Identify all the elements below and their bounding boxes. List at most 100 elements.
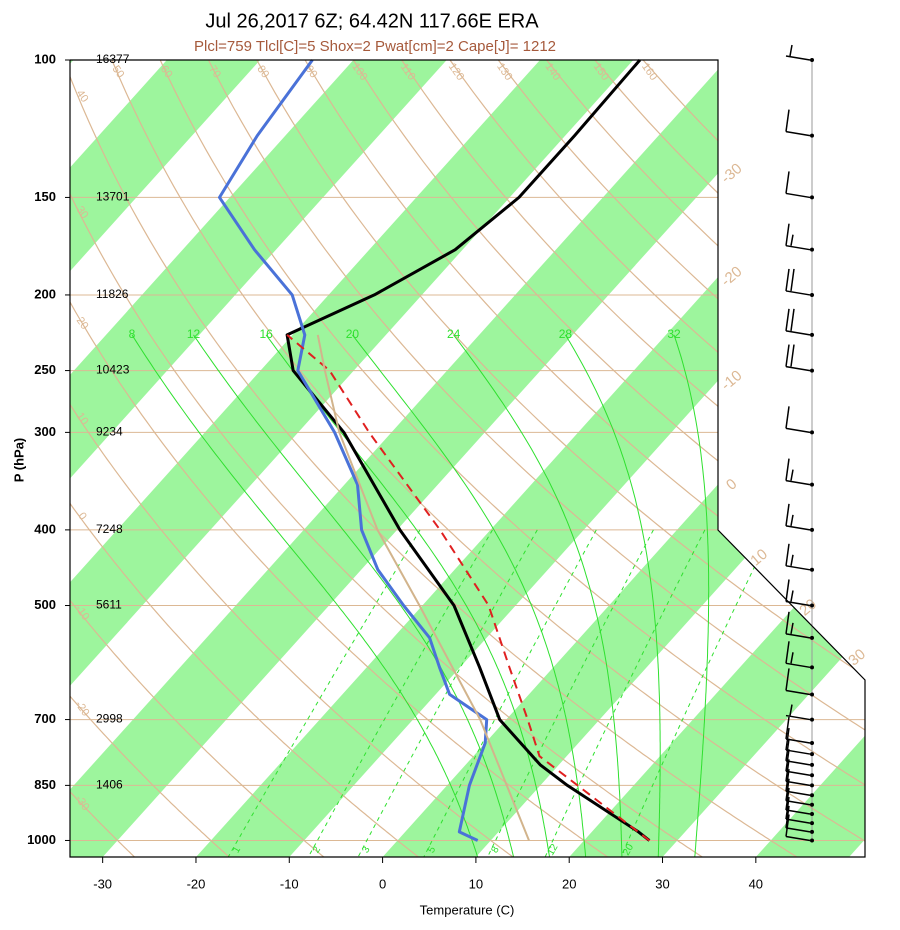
barb-full	[785, 543, 790, 566]
height-label: 13701	[96, 190, 130, 204]
moist-adiabat	[193, 334, 514, 857]
dry-adiabat-label: 0	[75, 510, 88, 522]
barb-staff	[785, 790, 811, 796]
wind-barb	[785, 503, 811, 531]
wind-barb	[785, 611, 811, 639]
dry-adiabat	[70, 60, 514, 857]
barb-half	[790, 469, 794, 481]
barb-full	[785, 579, 790, 602]
wind-barb	[785, 268, 811, 296]
wind-level-dot	[810, 195, 814, 200]
wind-barb	[785, 805, 811, 833]
wind-barb	[785, 668, 811, 696]
barb-full	[785, 759, 790, 782]
barb-staff	[785, 290, 811, 296]
moist-adiabat-label: 32	[667, 327, 681, 341]
wind-level-dot	[810, 802, 814, 807]
mixing-ratio-label: 3	[360, 844, 373, 855]
wind-barb	[785, 579, 811, 607]
x-tick-label: -10	[280, 876, 299, 891]
dry-adiabat-label: 10	[74, 410, 91, 427]
wind-level-dot	[810, 665, 814, 670]
x-tick-label: 40	[749, 876, 763, 891]
mixing-ratio-line	[620, 529, 773, 857]
dry-adiabat	[352, 60, 865, 857]
mixing-ratio-label: 1	[231, 844, 244, 855]
x-tick-label: 10	[469, 876, 483, 891]
barb-full	[785, 668, 790, 691]
barb-full	[785, 503, 790, 526]
x-tick-label: 0	[379, 876, 386, 891]
barb-staff	[785, 565, 811, 571]
barb-full	[790, 308, 795, 331]
barb-full	[785, 268, 790, 292]
y-tick-label: 300	[34, 424, 56, 439]
wind-level-dot	[810, 247, 814, 252]
barb-full	[785, 769, 790, 792]
height-label: 16377	[96, 52, 130, 66]
x-tick-label: -30	[93, 876, 112, 891]
barb-staff	[785, 770, 811, 776]
barb-full	[785, 458, 790, 481]
barb-half	[790, 622, 794, 634]
plot-border	[69, 59, 866, 858]
wind-level-dot	[810, 740, 814, 745]
barb-full	[785, 344, 790, 367]
moist-adiabat	[131, 334, 479, 857]
dry-adiabat-label: 80	[254, 63, 271, 80]
y-tick-label: 700	[34, 711, 56, 726]
mixing-ratio-label: 8	[489, 844, 502, 855]
isotherm-band	[70, 60, 634, 857]
barb-staff	[785, 800, 811, 806]
y-tick-label: 150	[34, 189, 56, 204]
wind-level-dot	[810, 430, 814, 435]
wind-level-dot	[810, 635, 814, 640]
y-axis-label: P (hPa)	[11, 438, 26, 483]
dry-adiabat	[401, 60, 865, 857]
mixing-ratio-line	[487, 529, 654, 857]
height-label: 9234	[96, 425, 123, 439]
y-tick-label: 100	[34, 51, 56, 66]
isotherm-band	[70, 60, 447, 857]
mixing-ratio-line	[357, 529, 538, 857]
wind-level-dot	[810, 567, 814, 572]
wind-level-dot	[810, 821, 814, 826]
mixing-ratio-label: 12	[545, 842, 560, 858]
wind-barb	[785, 727, 811, 755]
barb-full	[785, 611, 790, 634]
wind-barb	[785, 406, 811, 434]
wind-barb	[785, 769, 811, 796]
wind-barb	[785, 814, 811, 842]
dry-adiabat	[70, 60, 230, 857]
mixing-ratio-label: 5	[426, 844, 439, 855]
wind-barb	[785, 308, 811, 336]
wind-level-dot	[810, 692, 814, 697]
height-label: 7248	[96, 522, 123, 536]
barb-full	[785, 406, 790, 429]
x-tick-label: 20	[562, 876, 576, 891]
wind-barb	[785, 171, 811, 199]
mixing-ratio-label: 2	[311, 844, 324, 855]
barb-full	[785, 805, 790, 828]
moist-adiabat-label: 12	[187, 327, 201, 341]
dry-adiabat-label: 50	[110, 63, 127, 80]
height-label: 10423	[96, 363, 130, 377]
mixing-ratio-label: 20	[621, 842, 636, 858]
wind-barb	[785, 796, 811, 824]
dry-adiabat-label: 130	[494, 61, 514, 83]
x-tick-label: -20	[187, 876, 206, 891]
barb-staff	[785, 827, 811, 833]
wind-barb	[785, 759, 811, 787]
wind-barb	[785, 787, 811, 815]
dry-adiabat-label: 60	[158, 63, 175, 80]
y-tick-label: 1000	[27, 832, 56, 847]
wind-level-dot	[810, 527, 814, 532]
barb-half	[790, 554, 794, 566]
isotherm-label: -20	[718, 263, 746, 290]
dry-adiabat	[70, 60, 798, 857]
height-label: 5611	[96, 598, 122, 612]
wind-barb	[785, 109, 811, 137]
dry-adiabat-label: 20	[74, 315, 91, 332]
barb-staff	[785, 130, 811, 137]
dry-adiabat-label: 160	[639, 61, 659, 83]
